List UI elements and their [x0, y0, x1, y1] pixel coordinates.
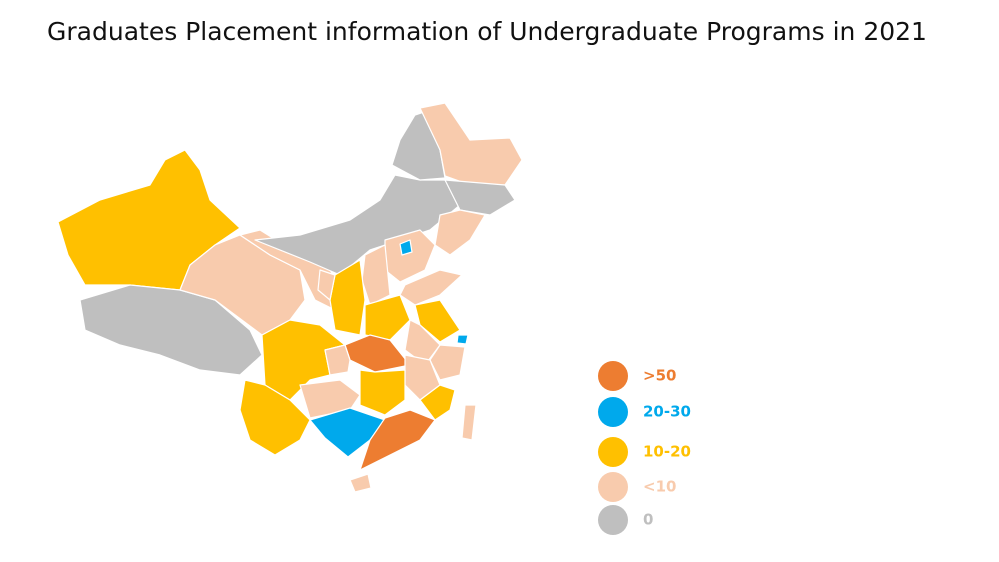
province [361, 244, 391, 306]
province [349, 473, 372, 493]
province [384, 229, 436, 283]
province [299, 379, 361, 419]
province [404, 319, 441, 366]
map-title: Graduates Placement information of Under… [47, 17, 927, 46]
legend-label: >50 [643, 367, 676, 385]
legend-label: 20-30 [643, 403, 691, 421]
province [399, 239, 413, 256]
province [317, 269, 336, 301]
legend-label: 10-20 [643, 443, 691, 461]
legend-swatch [598, 437, 628, 467]
province [419, 102, 523, 186]
province [414, 299, 461, 343]
legend-swatch [598, 505, 628, 535]
legend-swatch [598, 397, 628, 427]
province [79, 284, 263, 376]
legend: >50 20-30 10-20 <10 0 [598, 361, 691, 535]
province [344, 334, 411, 373]
province [359, 369, 406, 416]
province [461, 404, 477, 441]
province [364, 294, 411, 341]
province [419, 384, 456, 421]
province [434, 209, 486, 256]
map [57, 102, 523, 493]
legend-label: 0 [643, 511, 653, 529]
province [456, 334, 469, 345]
legend-swatch [598, 361, 628, 391]
province [444, 179, 516, 216]
province [324, 344, 351, 376]
legend-label: <10 [643, 478, 676, 496]
province [359, 409, 436, 471]
province [239, 379, 311, 456]
legend-swatch [598, 472, 628, 502]
province [429, 344, 466, 381]
province [57, 149, 241, 291]
